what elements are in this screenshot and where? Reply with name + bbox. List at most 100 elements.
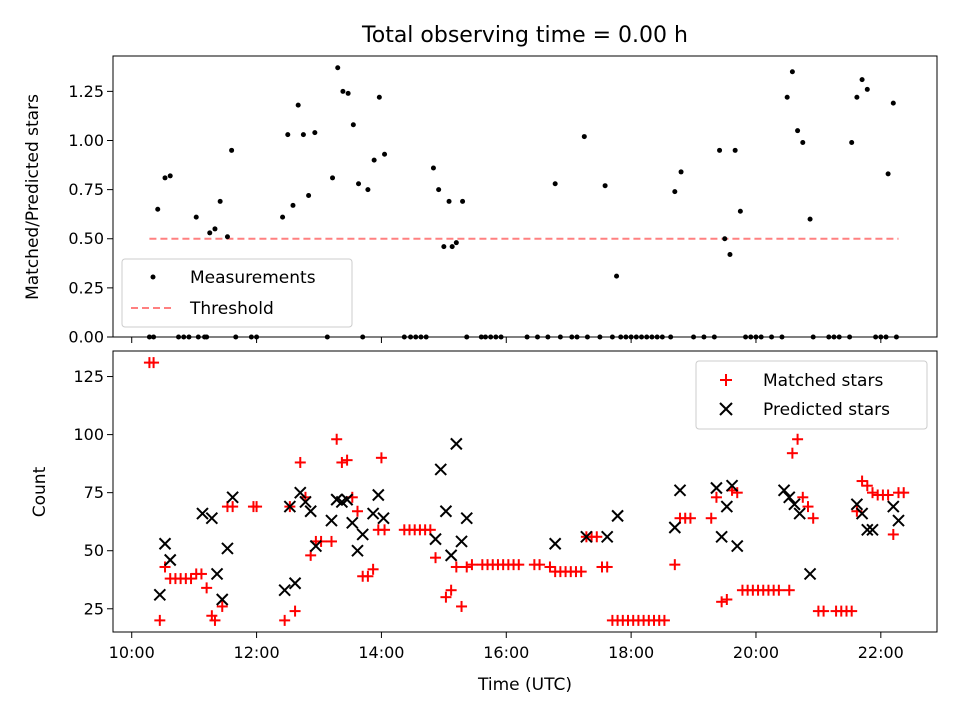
predicted-star-stroke-b (294, 486, 307, 499)
matched-star-marker (201, 582, 213, 594)
top-x-axis-ticks (131, 337, 882, 343)
predicted-star-stroke-b (777, 484, 791, 497)
measurement-point (217, 198, 223, 204)
top-y-tick-label: 0.00 (68, 328, 104, 347)
measurement-point (446, 198, 452, 204)
predicted-star-marker (444, 549, 458, 562)
predicted-star-stroke-b (309, 539, 323, 553)
matched-star-marker (786, 447, 798, 459)
predicted-star-marker (668, 521, 682, 534)
predicted-star-marker (221, 542, 234, 555)
measurement-point (167, 173, 173, 179)
measurement-point (732, 147, 738, 153)
matched-star-marker (818, 605, 830, 617)
predicted-star-marker (450, 437, 463, 451)
predicted-star-stroke-b (283, 500, 297, 513)
matched-star-marker (797, 491, 809, 503)
measurement-point (382, 151, 388, 157)
predicted-star-marker (793, 507, 806, 520)
matched-star-marker (430, 552, 442, 564)
matched-star-marker (861, 480, 873, 492)
predicted-star-stroke-b (377, 511, 390, 525)
predicted-star-marker (710, 481, 723, 495)
predicted-star-marker (892, 514, 905, 527)
matched-star-marker (227, 501, 239, 513)
predicted-star-stroke-b (793, 507, 806, 520)
matched-star-marker (887, 528, 899, 540)
predicted-star-marker (351, 544, 364, 557)
predicted-star-marker (887, 500, 900, 513)
matched-star-marker (669, 559, 681, 571)
predicted-star-stroke-b (330, 493, 343, 506)
measurement-point (581, 134, 587, 140)
matched-star-marker (710, 491, 722, 503)
predicted-star-stroke-b (434, 463, 447, 476)
top-y-tick-label: 1.25 (68, 82, 104, 101)
predicted-star-stroke-b (600, 530, 614, 543)
matched-star-marker (807, 512, 819, 524)
predicted-star-stroke-b (887, 500, 900, 513)
predicted-star-marker (372, 488, 385, 502)
predicted-star-marker (325, 514, 338, 527)
predicted-star-stroke-b (372, 488, 385, 502)
predicted-star-stroke-b (153, 588, 167, 602)
predicted-star-stroke-b (278, 583, 291, 597)
predicted-star-stroke-b (580, 530, 593, 543)
bottom-y-axis-ticks: 25 50 75 100 125 (73, 367, 113, 618)
measurement-point (453, 240, 459, 246)
matched-star-marker (379, 524, 391, 536)
predicted-star-marker (210, 567, 224, 581)
measurement-point (602, 183, 608, 189)
predicted-star-stroke-b (673, 484, 687, 497)
top-y-axis-ticks: 0.00 0.25 0.50 0.75 1.00 1.25 (68, 82, 113, 347)
predicted-star-stroke-b (788, 498, 801, 511)
matched-star-marker (195, 568, 207, 580)
measurement-point (854, 94, 860, 100)
bottom-y-axis-label: Count (30, 466, 50, 517)
measurement-point (864, 86, 870, 92)
top-legend: Measurements Threshold (121, 258, 353, 328)
matched-star-marker (331, 433, 343, 445)
predicted-star-marker (309, 539, 323, 553)
measurement-point (678, 169, 684, 175)
predicted-star-marker (158, 537, 172, 550)
predicted-star-marker (673, 484, 687, 497)
predicted-star-marker (429, 532, 442, 546)
measurement-point (376, 94, 382, 100)
measurement-point (207, 230, 213, 236)
predicted-star-marker (548, 537, 562, 550)
matched-star-marker (251, 501, 263, 513)
matched-star-marker (684, 512, 696, 524)
top-plot-frame (112, 55, 938, 338)
matched-star-marker (866, 487, 878, 499)
matched-star-marker (461, 561, 473, 573)
bottom-y-tick-label: 50 (84, 541, 104, 560)
bottom-x-tick-label: 18:00 (608, 643, 654, 662)
predicted-star-stroke-b (366, 507, 380, 520)
predicted-star-stroke-b (210, 567, 224, 581)
predicted-star-marker (720, 500, 734, 513)
measurement-point (306, 193, 312, 199)
bottom-x-tick-label: 12:00 (234, 643, 280, 662)
measurement-point (430, 165, 436, 171)
matched-stars-layer (143, 357, 910, 626)
predicted-star-marker (600, 530, 614, 543)
predicted-star-marker (580, 530, 593, 543)
predicted-star-stroke-b (548, 537, 562, 550)
matched-star-marker (846, 605, 858, 617)
measurement-point (614, 273, 620, 279)
predicted-star-stroke-b (221, 542, 234, 555)
predicted-star-stroke-b (439, 505, 453, 518)
measurement-point (885, 171, 891, 177)
predicted-star-stroke-b (158, 537, 172, 550)
matched-star-marker (731, 487, 743, 499)
measurement-point (335, 65, 341, 71)
predicted-star-marker (205, 511, 219, 525)
predicted-star-stroke-b (460, 511, 473, 525)
matched-star-marker (534, 559, 546, 571)
matched-star-marker (289, 605, 301, 617)
predicted-star-stroke-b (346, 516, 359, 530)
predicted-star-stroke-b (429, 532, 442, 546)
measurement-point (552, 181, 558, 187)
matched-star-marker (216, 600, 228, 612)
